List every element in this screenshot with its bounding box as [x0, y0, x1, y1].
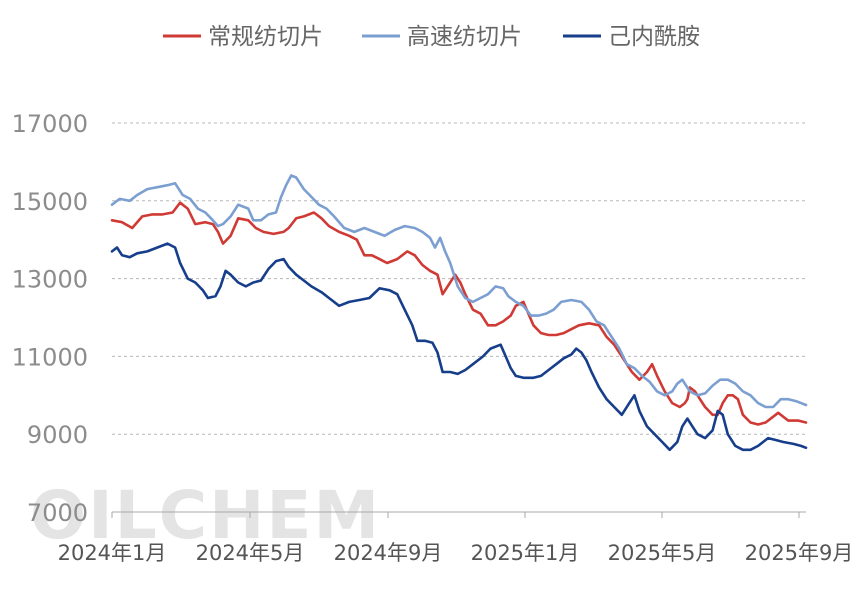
y-tick-label: 15000 — [12, 188, 88, 216]
legend-label: 常规纺切片 — [208, 24, 323, 50]
legend-label: 高速纺切片 — [407, 24, 522, 50]
watermark-text: OILCHEM — [30, 477, 381, 554]
y-tick-label: 17000 — [12, 110, 88, 138]
y-tick-label: 7000 — [27, 499, 88, 527]
legend: 常规纺切片 高速纺切片 己内酰胺 — [163, 24, 700, 50]
x-axis — [111, 511, 806, 518]
grid-lines — [112, 122, 806, 435]
x-tick-label: 2025年5月 — [608, 541, 717, 565]
series-line-2 — [110, 242, 808, 452]
legend-label: 己内酰胺 — [608, 24, 700, 50]
x-axis-tick-labels: 2024年1月 2024年5月 2024年9月 2025年1月 2025年5月 2025年… — [58, 541, 854, 565]
x-tick-label: 2024年1月 — [58, 541, 167, 565]
x-tick-label: 2024年9月 — [334, 541, 443, 565]
y-axis-tick-labels: 7000 9000 11000 13000 15000 17000 — [12, 110, 88, 527]
x-tick-label: 2025年9月 — [745, 541, 854, 565]
x-tick-label: 2024年5月 — [196, 541, 305, 565]
series-line-1 — [110, 174, 808, 409]
x-tick-label: 2025年1月 — [471, 541, 580, 565]
y-tick-label: 11000 — [12, 343, 88, 371]
y-tick-label: 9000 — [27, 421, 88, 449]
series-lines — [110, 174, 808, 452]
series-line-0 — [110, 201, 808, 426]
watermark: OILCHEM — [30, 477, 381, 554]
y-tick-label: 13000 — [12, 266, 88, 294]
